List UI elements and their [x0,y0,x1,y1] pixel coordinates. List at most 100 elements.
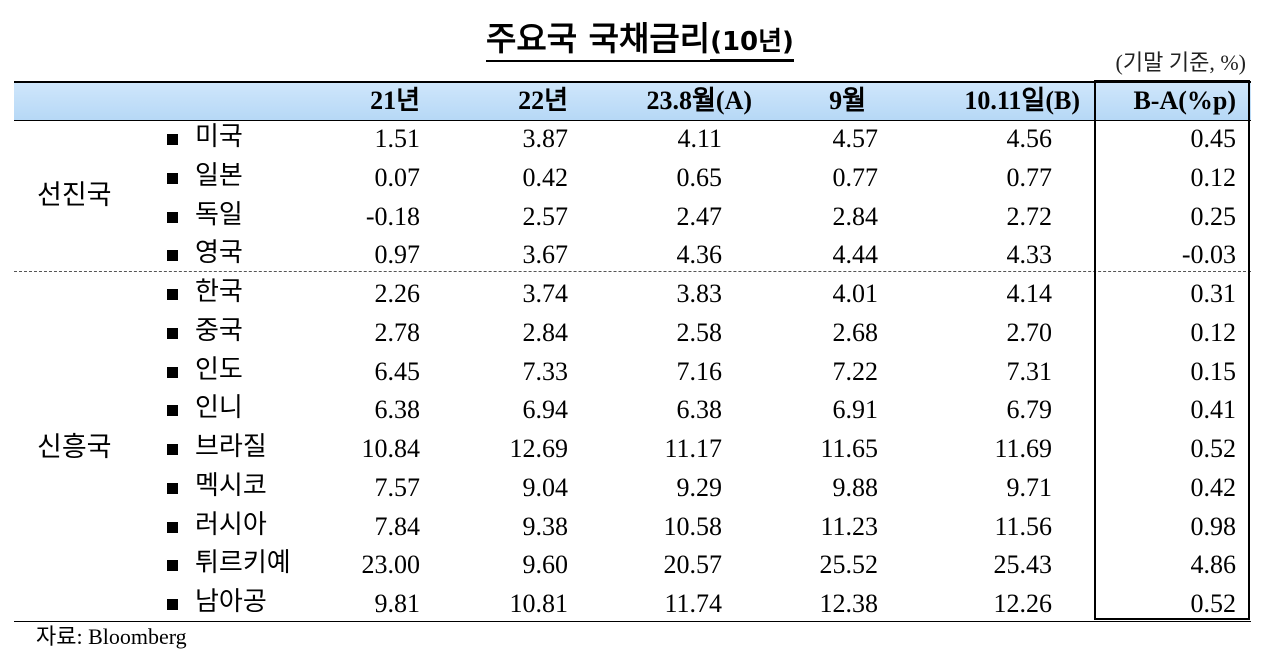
title-text: 주요국 국채금리 [486,19,711,62]
cell-value: 0.52 [1190,589,1237,618]
cell-value: 12.26 [993,589,1053,618]
title: 주요국 국채금리(10년) [0,19,1280,62]
bullet [167,172,178,184]
cell-value: 0.42 [522,162,569,192]
cell-value: 0.45 [1190,124,1237,153]
cell-value: 7.84 [374,511,421,541]
row-label: 인도 [195,354,243,385]
cell-value: 7.31 [1006,356,1053,386]
cell-value: 4.44 [832,240,879,270]
column-header: 22년 [518,86,568,115]
bullet [167,289,178,300]
bullet [167,250,178,262]
cell-value: 20.57 [663,550,723,580]
cell-value: 7.16 [676,356,723,386]
cell-value: 2.84 [832,201,879,231]
cell-value: 7.57 [374,472,421,502]
cell-value: 4.36 [676,240,723,270]
cell-value: 2.84 [522,317,569,347]
cell-value: 10.58 [663,511,723,541]
bullet [167,444,178,455]
cell-value: 0.15 [1190,356,1237,386]
cell-value: 23.00 [361,550,421,580]
cell-value: 7.22 [832,356,879,386]
row-label: 러시아 [195,509,267,540]
row-label: 남아공 [195,587,267,617]
bottom-rule [14,621,1251,622]
cell-value: 0.41 [1190,395,1237,425]
cell-value: 4.14 [1006,279,1053,308]
group-label: 선진국 [37,180,112,212]
row-label: 미국 [195,122,243,152]
cell-value: 11.17 [664,434,722,463]
cell-value: 11.74 [664,589,722,618]
cell-value: 6.91 [832,395,879,425]
cell-value: 2.26 [374,279,421,308]
cell-value: 0.77 [832,162,879,192]
cell-value: 9.29 [676,472,723,502]
cell-value: -0.18 [365,201,420,231]
cell-value: 11.23 [820,511,878,541]
row-label: 중국 [195,315,243,346]
cell-value: 9.71 [1006,472,1053,502]
cell-value: 4.86 [1190,550,1237,580]
row-label: 일본 [195,160,243,191]
row-label: 한국 [195,277,243,307]
cell-value: 0.12 [1190,162,1237,192]
cell-value: 2.57 [522,201,569,231]
cell-value: 12.69 [509,434,569,463]
row-label: 튀르키예 [195,548,291,579]
cell-value: 2.68 [832,317,879,347]
source: 자료: Bloomberg [36,624,187,649]
cell-value: 6.38 [374,395,421,425]
cell-value: 0.97 [374,240,421,270]
cell-value: 10.84 [361,434,421,463]
row-label: 브라질 [195,432,267,462]
cell-value: 0.42 [1190,472,1237,502]
bullet [167,482,178,494]
cell-value: 6.38 [676,395,723,425]
cell-value: 4.56 [1006,124,1053,153]
cell-value: 4.11 [677,124,722,153]
cell-value: 12.38 [819,589,879,618]
bullet [167,521,178,533]
cell-value: 6.94 [522,395,569,425]
cell-value: 25.43 [993,550,1053,580]
column-header: 21년 [370,86,420,115]
bullet [167,134,178,145]
cell-value: 2.47 [676,201,723,231]
cell-value: 0.31 [1190,279,1237,308]
row-label: 영국 [195,238,243,269]
cell-value: 4.01 [832,279,879,308]
cell-value: 4.57 [832,124,879,153]
cell-value: 3.87 [522,124,569,153]
row-label: 멕시코 [195,470,267,501]
cell-value: 3.83 [676,279,723,308]
cell-value: 9.04 [522,472,569,502]
group-label: 신흥국 [37,432,112,463]
header-band [14,81,1251,121]
cell-value: 7.33 [522,356,569,386]
cell-value: 25.52 [819,550,879,580]
cell-value: 0.52 [1190,434,1237,463]
cell-value: 0.25 [1190,201,1237,231]
row-label: 인니 [195,393,243,424]
bullet [167,211,178,223]
unit-note: (기말 기준, %) [1115,50,1246,75]
bullet [167,405,178,417]
title-suffix: (10년) [710,27,794,61]
column-header: 10.11일(B) [964,86,1080,115]
cell-value: 9.88 [832,472,879,502]
cell-value: 0.07 [374,162,421,192]
cell-value: 6.45 [374,356,421,386]
bullet [167,327,178,339]
cell-value: 2.70 [1006,317,1053,347]
cell-value: 0.98 [1190,511,1237,541]
cell-value: 2.78 [374,317,421,347]
cell-value: 0.65 [676,162,723,192]
cell-value: 6.79 [1006,395,1053,425]
cell-value: 11.69 [994,434,1052,463]
cell-value: 1.51 [374,124,421,153]
cell-value: 0.12 [1190,317,1237,347]
